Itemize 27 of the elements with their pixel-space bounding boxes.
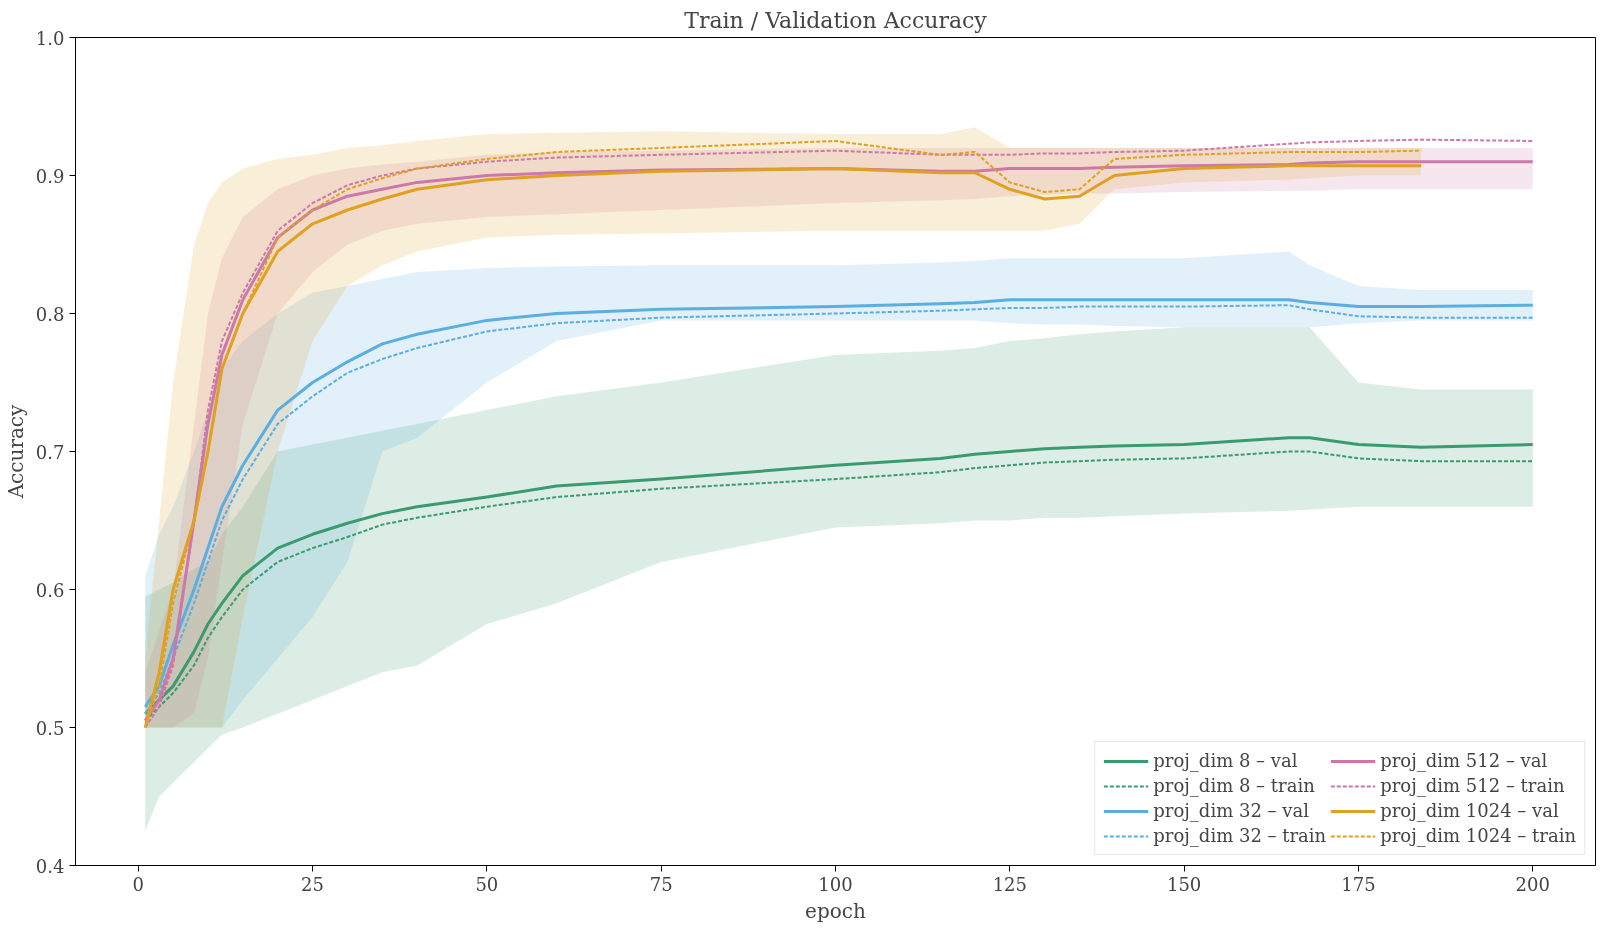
y-axis-title: Accuracy — [3, 403, 28, 500]
x-tick-label: 0 — [132, 873, 144, 895]
x-tick-label: 175 — [1341, 873, 1376, 895]
legend-label: proj_dim 32 – val — [1153, 800, 1309, 821]
x-tick-label: 200 — [1515, 873, 1550, 895]
y-tick-label: 0.9 — [35, 165, 65, 187]
x-tick-label: 75 — [649, 873, 673, 895]
y-tick-label: 0.7 — [35, 441, 65, 463]
legend-label: proj_dim 1024 – val — [1380, 800, 1559, 821]
x-tick-label: 50 — [475, 873, 499, 895]
y-tick-label: 0.4 — [35, 855, 65, 877]
y-tick-label: 0.6 — [35, 579, 65, 601]
x-tick-label: 100 — [818, 873, 853, 895]
x-tick-label: 25 — [301, 873, 325, 895]
legend-label: proj_dim 8 – train — [1153, 775, 1315, 796]
x-tick-label: 150 — [1166, 873, 1202, 895]
x-tick-label: 125 — [992, 873, 1027, 895]
y-tick-label: 0.8 — [35, 303, 65, 325]
legend-label: proj_dim 8 – val — [1153, 750, 1298, 771]
y-tick-label: 1.0 — [35, 27, 65, 49]
legend-label: proj_dim 512 – train — [1380, 775, 1565, 796]
legend-label: proj_dim 1024 – train — [1380, 825, 1576, 846]
y-tick-label: 0.5 — [35, 717, 65, 739]
legend-label: proj_dim 512 – val — [1380, 750, 1548, 771]
x-axis-title: epoch — [805, 898, 866, 923]
legend-label: proj_dim 32 – train — [1153, 825, 1327, 846]
chart-title: Train / Validation Accuracy — [684, 7, 988, 33]
